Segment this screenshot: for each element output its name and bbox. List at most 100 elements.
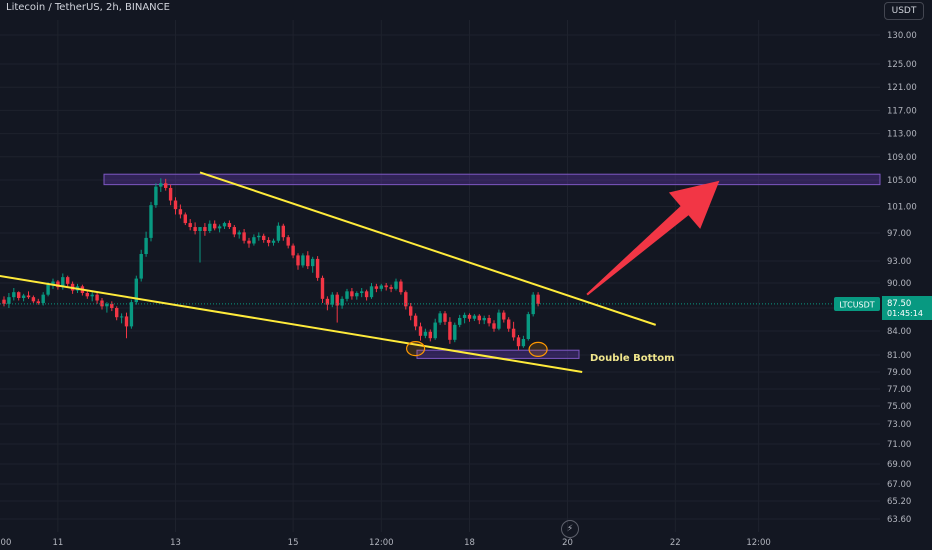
candle-body-94 [462,314,467,318]
y-tick-label-16: 75.00 [887,402,911,412]
last-price-label: 87.50 [887,299,911,309]
currency-button[interactable]: USDT [884,2,924,20]
x-tick-label-5: 18 [464,538,475,548]
candle-body-49 [242,232,246,241]
candle-body-59 [291,245,295,256]
y-tick-label-2: 121.00 [887,83,917,93]
double-bottom-markers [406,341,548,357]
candle-body-101 [497,312,501,329]
candle-body-18 [90,294,94,297]
candle-body-90 [443,313,447,322]
candle-body-55 [271,240,276,243]
candle-body-81 [399,281,403,293]
candle-body-39 [193,227,197,232]
candle-body-71 [350,291,354,297]
x-tick-label-3: 15 [288,538,299,548]
resistance-zone [103,173,881,186]
candle-body-62 [306,255,310,267]
price-tag [882,296,932,320]
y-tick-label-4: 113.00 [887,130,917,140]
candle-body-107 [526,314,530,339]
candle-body-54 [266,240,271,243]
candle-body-80 [394,281,398,289]
candle-body-105 [516,337,521,347]
y-tick-label-14: 79.00 [887,368,911,378]
y-tick-label-21: 65.20 [887,497,911,507]
candle-body-10 [51,281,55,285]
candle-body-96 [472,315,477,319]
candle-body-99 [487,317,491,324]
candle-body-88 [433,322,437,339]
candle-body-92 [453,324,457,340]
candle-body-77 [379,285,383,289]
candle-body-38 [188,223,192,228]
candle-body-73 [360,291,364,293]
candle-body-4 [21,295,26,298]
target-arrow [586,180,720,296]
candle-body-76 [374,286,379,289]
candle-body-6 [31,297,36,302]
candle-body-41 [203,227,207,232]
candle-body-91 [448,321,452,340]
countdown-label: 01:45:14 [887,309,923,318]
x-tick-label-8: 12:00 [746,538,771,548]
y-tick-label-10: 90.00 [887,279,911,289]
y-tick-label-12: 84.00 [887,327,911,337]
price-zones [103,173,881,359]
candle-body-100 [492,323,496,329]
x-tick-label-4: 12:00 [369,538,394,548]
candle-body-33 [164,183,168,188]
candle-body-61 [301,255,305,266]
y-tick-label-7: 101.00 [887,203,917,213]
x-tick-label-0: 12:00 [0,538,11,548]
candle-body-8 [41,294,45,303]
candle-body-24 [119,316,124,318]
candle-body-7 [36,301,40,303]
candle-body-0 [2,299,6,304]
candle-body-63 [311,258,315,267]
time-axis[interactable]: 12:00 11 13 15 12:00 18 20 22 12:00 [0,538,771,548]
candle-body-23 [115,308,119,318]
candle-body-109 [536,294,540,304]
candle-body-66 [325,298,330,305]
candle-body-46 [227,223,232,228]
x-tick-label-1: 11 [52,538,63,548]
chart-grid [0,20,880,532]
candle-body-48 [237,232,241,235]
candle-body-65 [320,277,325,299]
candle-body-52 [257,235,261,238]
candle-body-82 [404,292,408,307]
candle-body-36 [178,209,183,215]
candle-body-40 [198,227,202,232]
candle-body-64 [315,258,320,278]
candle-body-27 [134,278,138,303]
lightning-icon[interactable]: ⚡ [561,520,579,538]
trendlines [0,171,657,373]
candle-body-79 [389,287,393,289]
candle-body-5 [26,295,31,298]
candle-body-2 [12,292,16,298]
last-price-badge: LTCUSDT 87.50 01:45:14 [834,296,932,320]
y-tick-label-1: 125.00 [887,60,917,70]
candle-body-34 [168,187,173,201]
y-tick-label-3: 117.00 [887,106,917,116]
symbol-tag [834,297,880,311]
y-tick-label-6: 105.00 [887,176,917,186]
candle-body-22 [110,303,114,308]
y-tick-label-19: 69.00 [887,460,911,470]
candle-body-87 [428,331,432,339]
candle-body-69 [340,298,344,306]
candle-body-98 [482,317,486,321]
y-tick-label-17: 73.00 [887,420,911,430]
double-bottom-label: Double Bottom [590,353,674,364]
double-bottom-marker-1 [528,341,548,357]
candle-body-42 [208,223,212,232]
y-tick-label-13: 81.00 [887,351,911,361]
candle-body-51 [252,237,256,244]
candle-body-104 [511,328,516,338]
candle-body-28 [139,254,143,279]
candle-body-44 [217,226,222,229]
price-axis[interactable]: 130.00 125.00 121.00 117.00 113.00 109.00 105.… [887,31,917,525]
candle-body-102 [502,312,506,320]
